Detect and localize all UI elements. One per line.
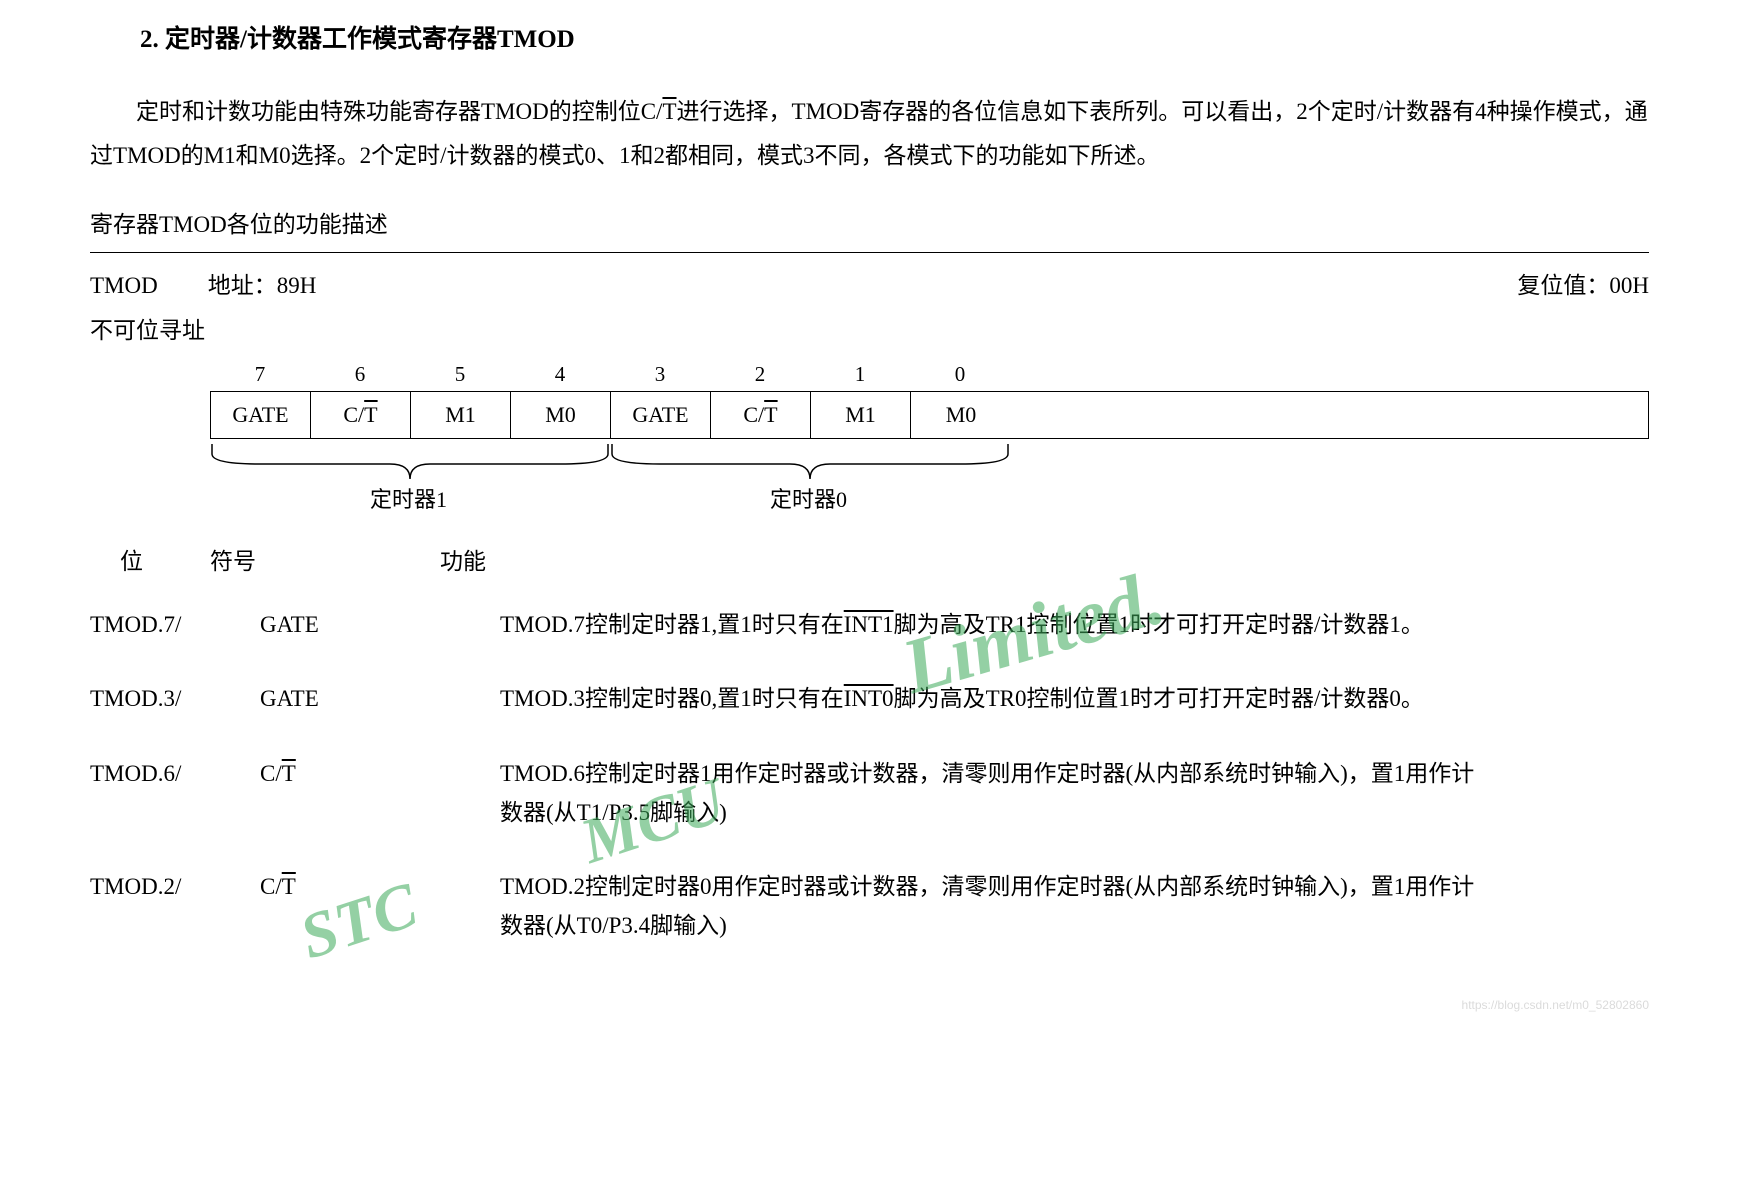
brace-timer1 <box>210 444 610 484</box>
row-function: TMOD.7控制定时器1,置1时只有在INT1脚为高及TR1控制位置1时才可打开… <box>500 605 1480 644</box>
desc-row: TMOD.6/C/TTMOD.6控制定时器1用作定时器或计数器，清零则用作定时器… <box>90 754 1649 832</box>
row-function: TMOD.6控制定时器1用作定时器或计数器，清零则用作定时器(从内部系统时钟输入… <box>500 754 1480 832</box>
bit-num: 6 <box>310 358 410 392</box>
bit-cell: GATE <box>211 392 311 437</box>
intro-paragraph: 定时和计数功能由特殊功能寄存器TMOD的控制位C/T进行选择，TMOD寄存器的各… <box>90 90 1649 177</box>
timer1-label: 定时器1 <box>370 482 447 517</box>
reg-reset: 复位值：00H <box>1517 268 1649 305</box>
bit-num: 4 <box>510 358 610 392</box>
desc-row: TMOD.7/GATETMOD.7控制定时器1,置1时只有在INT1脚为高及TR… <box>90 605 1649 644</box>
reg-name: TMOD <box>90 268 158 305</box>
reg-addr: 地址：89H <box>208 268 317 305</box>
divider <box>90 252 1649 253</box>
row-bit: TMOD.7/ <box>90 605 260 644</box>
row-bit: TMOD.6/ <box>90 754 260 832</box>
table-caption: 寄存器TMOD各位的功能描述 <box>90 207 1649 244</box>
bit-num: 3 <box>610 358 710 392</box>
bit-num: 2 <box>710 358 810 392</box>
row-symbol: GATE <box>260 605 500 644</box>
bit-num: 0 <box>910 358 1010 392</box>
row-symbol: C/T <box>260 867 500 945</box>
bit-cell: C/T <box>311 392 411 437</box>
bit-cells-row: GATE C/T M1 M0 GATE C/T M1 M0 <box>210 391 1649 438</box>
row-function: TMOD.2控制定时器0用作定时器或计数器，清零则用作定时器(从内部系统时钟输入… <box>500 867 1480 945</box>
row-symbol: GATE <box>260 679 500 718</box>
row-symbol: C/T <box>260 754 500 832</box>
header-symbol: 符号 <box>210 544 440 581</box>
bit-num: 1 <box>810 358 910 392</box>
bit-cell: M1 <box>811 392 911 437</box>
desc-row: TMOD.2/C/TTMOD.2控制定时器0用作定时器或计数器，清零则用作定时器… <box>90 867 1649 945</box>
bit-num: 5 <box>410 358 510 392</box>
desc-header-row: 位 符号 功能 <box>90 544 1649 581</box>
bit-cell: M0 <box>511 392 611 437</box>
header-function: 功能 <box>440 544 1649 581</box>
footer-watermark: https://blog.csdn.net/m0_52802860 <box>1462 996 1649 1015</box>
row-bit: TMOD.2/ <box>90 867 260 945</box>
no-bit-addressable: 不可位寻址 <box>90 313 1649 350</box>
register-header: TMOD 地址：89H 复位值：00H <box>90 268 1649 305</box>
bit-cell: M0 <box>911 392 1011 437</box>
bit-cell: GATE <box>611 392 711 437</box>
desc-row: TMOD.3/GATETMOD.3控制定时器0,置1时只有在INT0脚为高及TR… <box>90 679 1649 718</box>
t-overline: T <box>662 99 676 124</box>
brace-timer0 <box>610 444 1010 484</box>
overline-text: INT0 <box>844 686 894 711</box>
bit-cell: M1 <box>411 392 511 437</box>
bit-diagram: 7 6 5 4 3 2 1 0 GATE C/T M1 M0 GATE C/T … <box>210 358 1649 439</box>
row-bit: TMOD.3/ <box>90 679 260 718</box>
overline-text: INT1 <box>844 612 894 637</box>
brace-row: 定时器1 定时器0 <box>210 444 1649 514</box>
bit-num: 7 <box>210 358 310 392</box>
section-title: 2. 定时器/计数器工作模式寄存器TMOD <box>140 20 1649 60</box>
bit-cell: C/T <box>711 392 811 437</box>
bit-numbers-row: 7 6 5 4 3 2 1 0 <box>210 358 1649 392</box>
row-function: TMOD.3控制定时器0,置1时只有在INT0脚为高及TR0控制位置1时才可打开… <box>500 679 1480 718</box>
timer0-label: 定时器0 <box>770 482 847 517</box>
header-bit: 位 <box>120 544 210 581</box>
